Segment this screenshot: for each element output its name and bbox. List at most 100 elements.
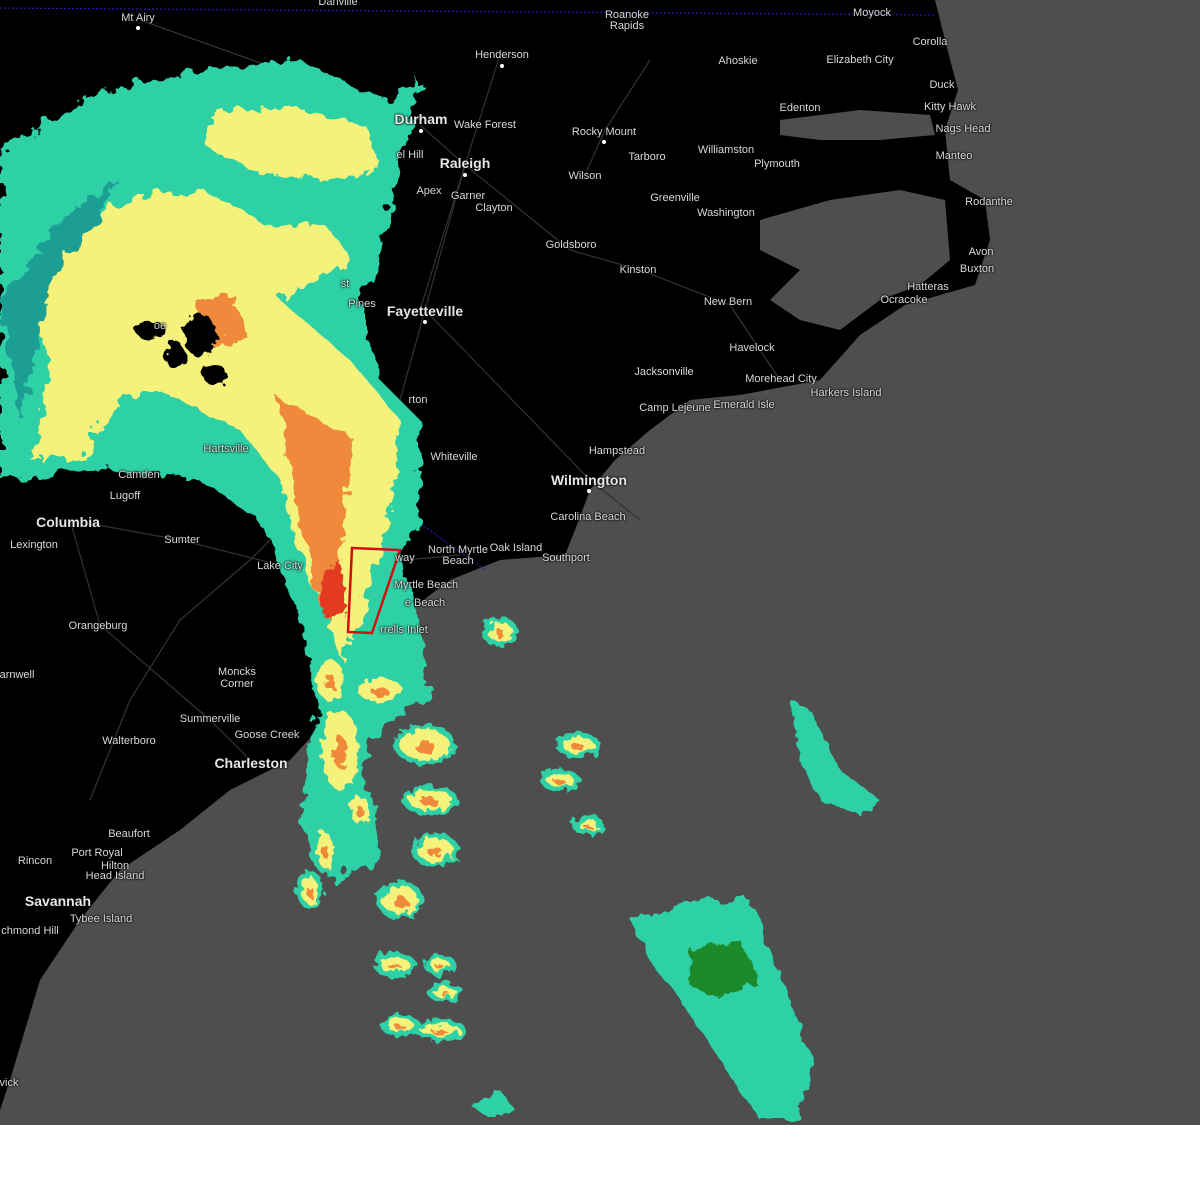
city-label: Ocracoke <box>880 294 928 306</box>
city-label: Morehead City <box>745 373 817 385</box>
city-label: Oak Island <box>489 542 543 554</box>
city-label: Harkers Island <box>810 387 882 399</box>
radar-cell-core <box>436 964 444 970</box>
city-label: Head Island <box>85 870 145 882</box>
city-label: Greenville <box>650 192 700 204</box>
radar-reflectivity <box>0 60 880 1120</box>
radar-cell-core <box>394 1024 406 1030</box>
city-label: Kinston <box>619 264 657 276</box>
city-label: Myrtle Beach <box>393 579 459 591</box>
city-label: Havelock <box>729 342 775 354</box>
radar-echo-offshore <box>470 1090 515 1118</box>
city-label: st <box>340 278 350 290</box>
city-label: Rapids <box>609 20 645 32</box>
city-label: el Hill <box>396 149 424 161</box>
radar-cell-core <box>321 844 329 860</box>
city-dot-icon <box>587 489 591 493</box>
city-label: oe <box>153 320 167 332</box>
city-label: Whiteville <box>430 451 478 463</box>
city-label: Durham <box>394 111 448 127</box>
city-label: New Bern <box>703 296 753 308</box>
city-label: North Myrtle <box>428 544 488 556</box>
city-dot-icon <box>419 129 423 133</box>
city-label: vick <box>0 1077 19 1089</box>
radar-gap <box>184 313 216 357</box>
city-label: Henderson <box>475 49 529 61</box>
city-label: e Beach <box>404 597 446 609</box>
city-label: Wilson <box>568 170 602 182</box>
city-label: Camden <box>118 469 160 481</box>
city-label: Mt Airy <box>121 12 155 24</box>
radar-echo-green <box>690 940 760 1000</box>
city-label: Plymouth <box>754 158 800 170</box>
radar-cell-core <box>571 743 585 751</box>
city-label: Goldsboro <box>545 239 597 251</box>
radar-cell-core <box>306 886 314 898</box>
radar-cell-core <box>415 741 435 753</box>
city-label: Beach <box>442 555 474 567</box>
city-label: Southport <box>542 552 590 564</box>
city-label: Wake Forest <box>454 119 516 131</box>
radar-cell-core <box>495 630 505 638</box>
city-dot-icon <box>423 320 427 324</box>
radar-cell-core <box>389 963 401 971</box>
radar-echo-red <box>318 560 348 618</box>
radar-cell-core <box>554 779 566 785</box>
radar-gap <box>165 341 185 369</box>
city-label: Hatteras <box>907 281 949 293</box>
city-label: Lugoff <box>109 490 141 502</box>
radar-cell-core <box>440 992 450 996</box>
city-label: Wilmington <box>550 472 628 488</box>
city-label: Clayton <box>475 202 513 214</box>
city-label: Raleigh <box>439 155 491 171</box>
warning-polygon[interactable] <box>346 546 402 635</box>
city-label: Hampstead <box>588 445 646 457</box>
city-label: Rincon <box>17 855 53 867</box>
city-label: Edenton <box>779 102 821 114</box>
city-label: Duck <box>929 79 955 91</box>
city-dot-icon <box>463 173 467 177</box>
city-label: Carolina Beach <box>550 511 626 523</box>
city-label: Rodanthe <box>965 196 1013 208</box>
city-label: Apex <box>416 185 442 197</box>
city-label: Tybee Island <box>69 913 133 925</box>
city-label: Buxton <box>959 263 995 275</box>
city-label: Walterboro <box>102 735 156 747</box>
radar-gap <box>203 365 227 385</box>
city-label: Lexington <box>10 539 58 551</box>
radar-cell-core <box>324 674 336 690</box>
city-label: Avon <box>968 246 994 258</box>
radar-cell-core <box>427 847 443 857</box>
city-label: Moncks <box>218 666 256 678</box>
city-dot-icon <box>602 140 606 144</box>
radar-cell-core <box>356 806 364 818</box>
city-label: Elizabeth City <box>826 54 894 66</box>
city-label: Roanoke <box>604 9 650 21</box>
radar-echo-offshore <box>630 900 810 1120</box>
city-label: Manteo <box>935 150 973 162</box>
radar-gap <box>136 320 164 340</box>
city-label: Kitty Hawk <box>924 101 976 113</box>
radar-echo-offshore <box>790 700 880 815</box>
radar-cell-core <box>371 687 389 697</box>
city-label: arnwell <box>0 669 35 681</box>
city-label: Corolla <box>912 36 948 48</box>
city-label: Pines <box>348 298 376 310</box>
city-label: Jacksonville <box>634 366 694 378</box>
city-label: Hilton <box>100 860 130 872</box>
radar-map[interactable] <box>0 0 1200 1125</box>
city-label: Rocky Mount <box>571 126 637 138</box>
city-label: way <box>395 552 415 564</box>
city-label: Ahoskie <box>718 55 758 67</box>
city-label: Corner <box>220 678 254 690</box>
pamlico-sound <box>760 190 950 330</box>
city-label: Hartsville <box>203 443 249 455</box>
city-label: Nags Head <box>935 123 991 135</box>
albemarle-sound <box>780 110 935 140</box>
city-label: Danville <box>318 0 358 8</box>
city-label: Emerald Isle <box>713 399 775 411</box>
radar-cell-core <box>432 1029 448 1035</box>
city-label: Washington <box>697 207 755 219</box>
city-label: Summerville <box>179 713 241 725</box>
